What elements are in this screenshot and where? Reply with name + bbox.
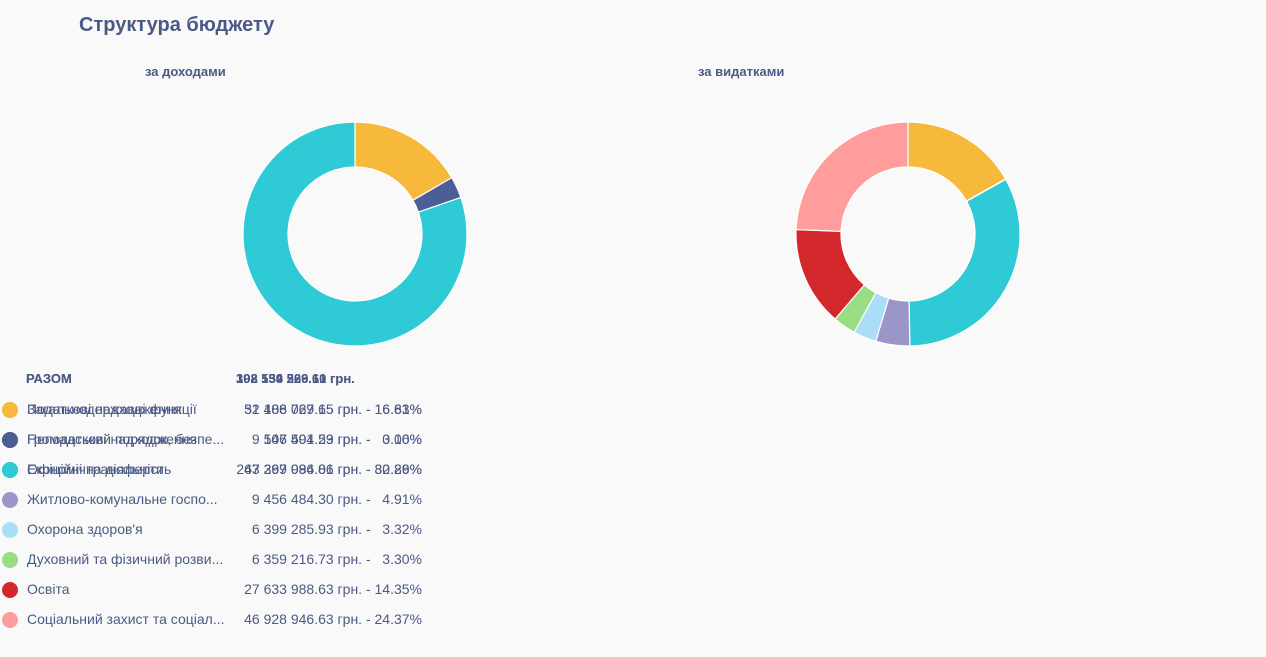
- legend-color-dot: [2, 492, 18, 508]
- expense-chart-panel: за видатками: [552, 0, 1112, 657]
- legend-color-dot: [2, 552, 18, 568]
- income-chart-panel: за доходами: [0, 0, 560, 657]
- income-total-label: РАЗОМ: [26, 371, 72, 386]
- legend-item-label: Освіта: [27, 581, 70, 597]
- income-total-value: 308 134 526.10 грн.: [236, 371, 355, 386]
- income-total-row: РАЗОМ 308 134 526.10 грн.: [0, 366, 440, 396]
- legend-item-label: Загальнодержавні функції: [27, 401, 197, 417]
- legend-color-dot: [2, 462, 18, 478]
- legend-item-value: 63 267 986.01 грн. - 32.86%: [244, 461, 422, 477]
- legend-item[interactable]: Духовний та фізичний розви... 6 359 216.7…: [0, 546, 440, 576]
- legend-item-value: 9 547 401.59 грн. - 3.10%: [251, 431, 422, 447]
- legend-item-label: Економічна діяльність: [27, 461, 172, 477]
- legend-item-label: Охорона здоров'я: [27, 521, 143, 537]
- expense-chart-subtitle: за видатками: [698, 64, 785, 79]
- legend-item-value: 9 456 484.30 грн. - 4.91%: [251, 491, 422, 507]
- legend-item-label: Громадський порядок, безпе...: [27, 431, 225, 447]
- legend-item[interactable]: Економічна діяльність 63 267 986.01 грн. …: [0, 456, 440, 486]
- legend-item[interactable]: Житлово-комунальне госпо... 9 456 484.30 …: [0, 486, 440, 516]
- legend-item-value: 27 633 988.63 грн. - 14.35%: [244, 581, 422, 597]
- expense-total-value: 192 559 269.61 грн.: [236, 371, 355, 386]
- income-chart-subtitle: за доходами: [145, 64, 226, 79]
- legend-item-label: Духовний та фізичний розви...: [27, 551, 224, 567]
- expense-donut-chart: [795, 121, 1021, 347]
- legend-item-value: 106 594.23 грн. - 0.06%: [263, 431, 422, 447]
- income-donut-chart: [242, 121, 468, 347]
- legend-item[interactable]: Громадський порядок, безпе... 106 594.23 …: [0, 426, 440, 456]
- legend-item-value: 51 188 029.65 грн. - 16.61%: [244, 401, 422, 417]
- legend-item[interactable]: Загальнодержавні функції 32 406 767.15 гр…: [0, 396, 440, 426]
- legend-color-dot: [2, 402, 18, 418]
- expense-legend: РАЗОМ 192 559 269.61 грн. Загальнодержав…: [0, 366, 440, 636]
- legend-color-dot: [2, 582, 18, 598]
- donut-slice[interactable]: [795, 121, 909, 232]
- legend-item[interactable]: Соціальний захист та соціал... 46 928 946…: [0, 606, 440, 636]
- legend-item-value: 6 359 216.73 грн. - 3.30%: [251, 551, 422, 567]
- donut-slice[interactable]: [242, 121, 468, 347]
- donut-slice[interactable]: [908, 178, 1021, 347]
- legend-item-value: 46 928 946.63 грн. - 24.37%: [244, 611, 422, 627]
- expense-total-row: РАЗОМ 192 559 269.61 грн.: [0, 366, 440, 396]
- legend-item[interactable]: Освіта 27 633 988.63 грн. - 14.35%: [0, 576, 440, 606]
- legend-item-label: Соціальний захист та соціал...: [27, 611, 225, 627]
- legend-item-value: 6 399 285.93 грн. - 3.32%: [251, 521, 422, 537]
- expense-total-label: РАЗОМ: [26, 371, 72, 386]
- legend-color-dot: [2, 432, 18, 448]
- legend-item-label: Житлово-комунальне госпо...: [27, 491, 218, 507]
- legend-item[interactable]: Охорона здоров'я 6 399 285.93 грн. - 3.32…: [0, 516, 440, 546]
- legend-color-dot: [2, 522, 18, 538]
- legend-item-value: 32 406 767.15 грн. - 16.83%: [244, 401, 422, 417]
- legend-color-dot: [2, 612, 18, 628]
- legend-item-value: 247 399 094.86 грн. - 80.29%: [236, 461, 422, 477]
- page-title: Структура бюджету: [79, 14, 275, 36]
